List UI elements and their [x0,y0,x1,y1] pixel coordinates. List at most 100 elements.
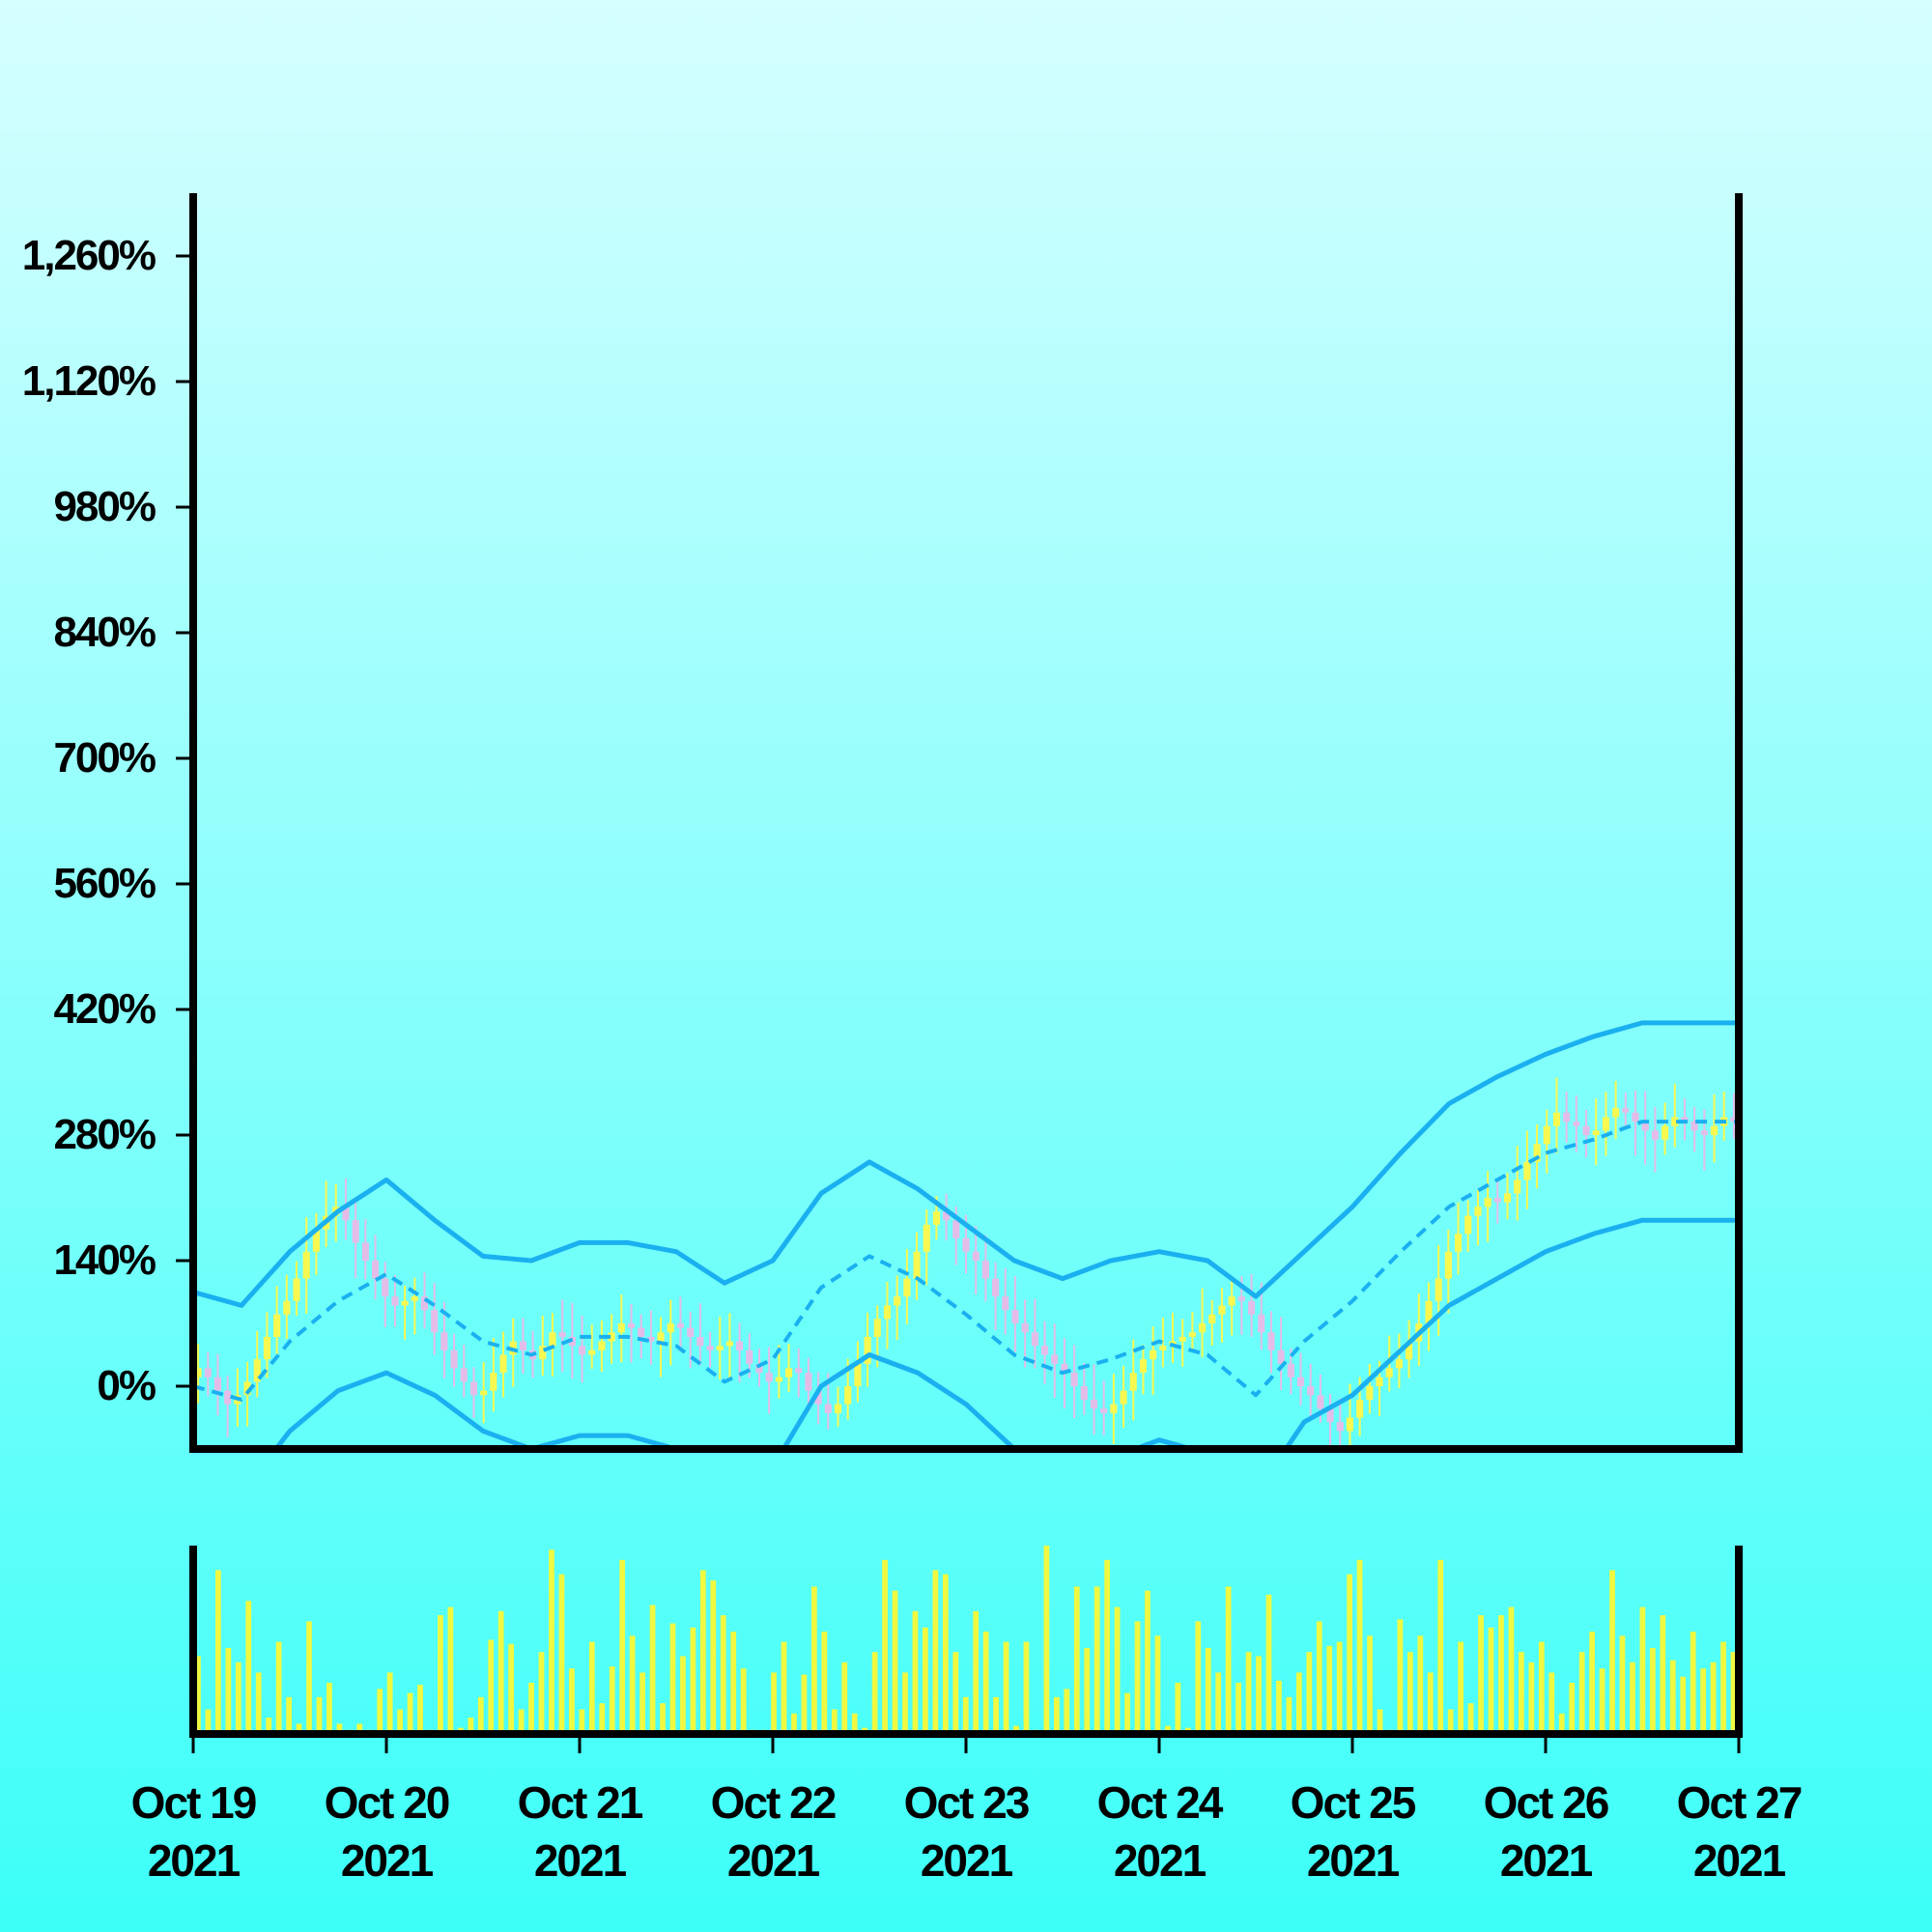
volume-bar [649,1605,656,1734]
volume-bar [720,1615,726,1734]
volume-bar [609,1666,615,1734]
volume-bar [811,1586,817,1734]
volume-bar [1558,1713,1565,1734]
candle-body [784,1368,793,1378]
candle-body [1523,1161,1531,1180]
candle-body [617,1323,625,1333]
volume-bar [669,1623,676,1734]
volume-bar [1023,1641,1030,1734]
candle-body [224,1390,232,1405]
volume-bar [1589,1632,1595,1734]
candle-body [1632,1112,1639,1122]
candle-body [1582,1125,1590,1135]
candle-body [382,1278,389,1297]
candle-body [1188,1332,1196,1337]
candle-body [706,1346,714,1350]
candle-body [1406,1341,1413,1360]
volume-bar [1680,1676,1687,1734]
volume-bar [1114,1606,1121,1734]
candle-body [401,1300,409,1306]
candle-body [431,1310,439,1333]
candle-body [716,1346,724,1350]
volume-bar [386,1672,393,1734]
volume-bar [377,1689,384,1734]
candle-body [1317,1395,1324,1409]
price-plot-area [193,1020,1739,1449]
volume-bar [275,1641,282,1734]
volume-bar [1397,1619,1404,1734]
candle-body [1622,1108,1630,1113]
candle-body [844,1386,852,1405]
candle-body [1444,1251,1452,1279]
volume-bar [892,1590,898,1734]
volume-bar [438,1615,443,1734]
candle-body [1267,1332,1275,1350]
volume-bar [993,1696,999,1734]
volume-bar [1256,1656,1262,1734]
x-tick-label-year: 2021 [1693,1835,1786,1886]
candle-body [981,1261,989,1279]
candle-body [1602,1117,1609,1131]
volume-bar [497,1610,504,1734]
candle-body [194,1368,202,1378]
volume-bar [1406,1652,1413,1734]
candle-body [1454,1234,1463,1252]
candle-body [1425,1300,1433,1323]
volume-bar [821,1632,828,1734]
y-tick-label: 1,260% [22,232,156,279]
candle-body [1503,1193,1512,1203]
candle-body [864,1336,871,1364]
candle-body [361,1242,369,1261]
volume-bar [801,1674,808,1734]
volume-bar [245,1601,252,1734]
candle-body [490,1373,497,1391]
candle-body [755,1363,763,1374]
volume-bar [1245,1652,1252,1734]
x-tick-label-year: 2021 [148,1835,241,1886]
volume-bar [508,1643,515,1734]
volume-bar [468,1718,474,1734]
candle-body [253,1359,261,1382]
candle-body [1592,1130,1600,1135]
candle-body [824,1404,832,1413]
volume-bar [1619,1635,1626,1734]
volume-bar [235,1662,242,1734]
y-tick-label: 1,120% [22,357,156,405]
volume-bar [1427,1672,1434,1734]
volume-bar [1508,1606,1515,1734]
volume-bar [1700,1668,1707,1734]
candle-body [578,1346,586,1355]
volume-bar [871,1652,878,1734]
candle-body [1051,1354,1059,1364]
candle-body [420,1296,429,1311]
x-tick-label-month-day: Oct 24 [1097,1777,1224,1828]
candle-body [647,1336,655,1342]
volume-bar [558,1574,565,1734]
candle-body [1395,1359,1403,1369]
volume-bar [1145,1590,1151,1734]
volume-bar [336,1723,343,1734]
candle-body [1208,1314,1216,1323]
candle-body [1228,1296,1236,1306]
volume-bar [1326,1645,1333,1734]
candle-body [1237,1296,1245,1301]
y-tick-label: 420% [53,985,155,1033]
candle-body [805,1373,812,1391]
volume-bar [1467,1703,1474,1734]
bollinger-lower-band [272,1217,1739,1449]
x-tick-label-year: 2021 [1307,1835,1400,1886]
volume-bar [740,1668,747,1734]
y-tick-label: 700% [53,734,155,781]
volume-bar [1377,1709,1383,1734]
candle-body [657,1332,665,1342]
volume-bar [1195,1621,1202,1734]
volume-bar [1053,1696,1060,1734]
volume-bar [973,1610,980,1734]
volume-bar [327,1683,332,1734]
volume-bar [538,1652,545,1734]
candle-body [293,1278,300,1301]
volume-bar [1488,1627,1494,1734]
volume-bar [882,1559,888,1734]
